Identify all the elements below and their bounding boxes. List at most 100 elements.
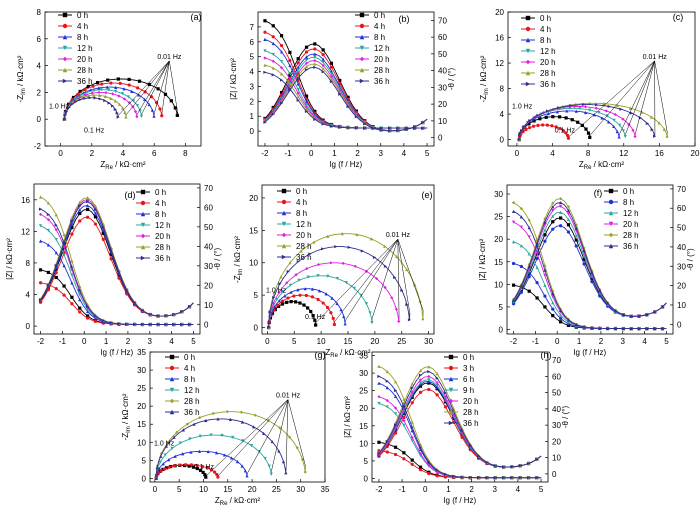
- x-axis-label: lg (f / Hz): [330, 160, 363, 169]
- y2-tick-label: 60: [204, 203, 213, 212]
- phase-point: [477, 454, 481, 458]
- data-point: [240, 420, 244, 424]
- data-point: [296, 82, 300, 86]
- phase-point: [321, 52, 325, 57]
- data-point: [271, 35, 275, 39]
- data-point: [183, 463, 188, 467]
- data-point: [544, 115, 548, 119]
- x-tick-label: 8: [183, 149, 188, 158]
- series-36h: [517, 102, 657, 142]
- data-point: [410, 458, 414, 462]
- legend-label: 28 h: [77, 66, 93, 75]
- data-point: [83, 88, 87, 92]
- data-point: [240, 464, 244, 468]
- data-point: [660, 326, 665, 331]
- data-point: [103, 99, 107, 103]
- legend-marker: [169, 365, 175, 371]
- legend-label: 8 h: [296, 209, 307, 218]
- data-point: [167, 458, 171, 462]
- data-point: [204, 418, 208, 423]
- data-point: [38, 268, 43, 272]
- x-tick-label: -1: [59, 337, 67, 346]
- y2-axis-label: -θ / (°): [213, 248, 222, 271]
- x-tick-label: -2: [37, 337, 45, 346]
- data-point: [531, 118, 535, 122]
- x-tick-label: 0: [153, 485, 158, 494]
- data-point: [299, 249, 303, 253]
- phase-point: [566, 230, 571, 234]
- data-point: [100, 82, 104, 86]
- data-point: [586, 131, 591, 135]
- legend-marker: [448, 354, 454, 360]
- data-point: [164, 444, 168, 448]
- y-tick-label: 0: [364, 474, 369, 483]
- panel-label: (g): [315, 350, 326, 360]
- y-tick-label: 2: [37, 88, 42, 97]
- annotation-leader: [125, 60, 170, 116]
- data-point: [228, 417, 232, 422]
- annotation-leader: [285, 399, 289, 468]
- phase-point: [598, 294, 602, 298]
- y2-tick-label: 30: [552, 421, 561, 430]
- data-point: [370, 320, 374, 325]
- series-36h: [377, 370, 542, 480]
- legend-marker: [140, 200, 146, 206]
- y2-tick-label: 0: [677, 320, 682, 329]
- phase-point: [70, 222, 74, 226]
- y-tick-label: 10: [359, 439, 368, 448]
- data-point: [342, 314, 346, 319]
- phase-point: [78, 211, 82, 216]
- legend-label: 36 h: [463, 419, 479, 428]
- series-line: [64, 89, 143, 120]
- y-tick-label: 12: [495, 59, 504, 68]
- x-axis-label: ZRe / kΩ·cm²: [100, 160, 146, 171]
- x-tick-label: 15: [223, 485, 232, 494]
- legend-label: 12 h: [540, 47, 556, 56]
- data-point: [310, 287, 315, 291]
- legend-label: 12 h: [77, 44, 93, 53]
- legend-label: 20 h: [623, 220, 639, 229]
- x-tick-label: 2: [355, 149, 360, 158]
- y-tick-label: 15: [359, 422, 368, 431]
- data-point: [443, 472, 448, 476]
- data-point: [528, 119, 532, 123]
- phase-point: [435, 393, 439, 397]
- data-point: [62, 284, 66, 288]
- phase-point: [404, 127, 408, 131]
- annotation-label: 1.0 Hz: [49, 103, 70, 110]
- annotation-leader: [625, 60, 655, 135]
- series-line: [513, 210, 667, 330]
- legend-marker: [62, 78, 68, 84]
- panel-a: 0 2 4 6 8 -2 0 2 4 6 8 ZRe / kΩ·cm² -ZIm / kΩ·cm² (a)…: [16, 8, 202, 171]
- series-8h: [154, 449, 249, 480]
- data-point: [418, 468, 423, 472]
- data-point: [580, 123, 584, 128]
- phase-point: [412, 125, 417, 129]
- y2-tick-label: 40: [438, 67, 447, 76]
- y-tick-label: 16: [495, 34, 504, 43]
- data-point: [288, 77, 292, 81]
- data-point: [150, 108, 154, 112]
- legend-label: 20 h: [155, 232, 171, 241]
- data-point: [578, 107, 582, 111]
- data-point: [54, 223, 58, 227]
- phase-point: [313, 62, 317, 66]
- data-point: [584, 127, 588, 131]
- phase-point: [313, 42, 317, 46]
- data-point: [511, 261, 516, 266]
- annotation-leader: [287, 399, 306, 467]
- data-point: [231, 435, 235, 440]
- data-point: [623, 135, 627, 139]
- x-tick-label: 0: [265, 337, 270, 346]
- data-point: [253, 413, 257, 417]
- x-tick-label: 4: [642, 337, 647, 346]
- y-axis-label: |Z| / kΩ·cm²: [5, 238, 14, 280]
- y-tick-label: 0: [142, 474, 147, 483]
- phase-point: [93, 207, 98, 212]
- y-tick-label: 5: [499, 303, 504, 312]
- phase-point: [410, 386, 414, 390]
- data-point: [279, 72, 284, 76]
- data-point: [85, 90, 89, 94]
- y-tick-label: 15: [494, 258, 503, 267]
- data-point: [316, 297, 320, 302]
